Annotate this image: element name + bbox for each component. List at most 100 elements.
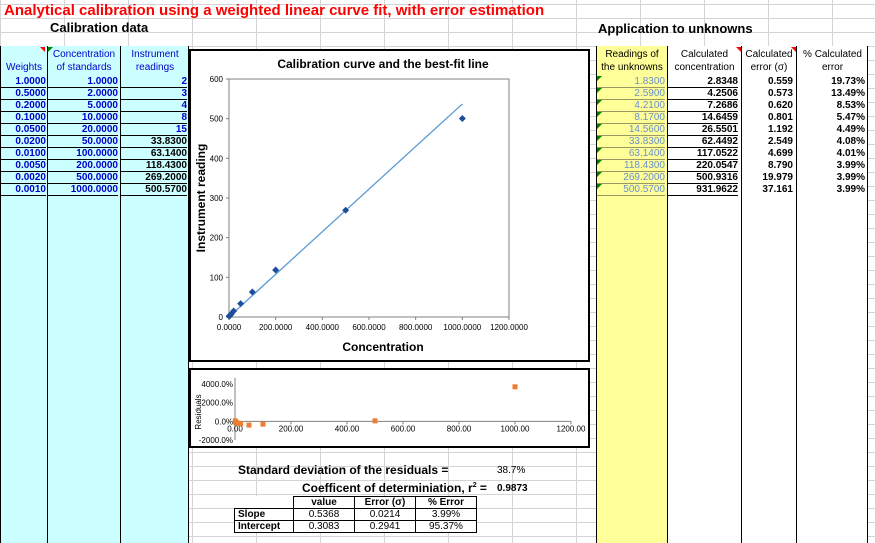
unk-reading-cell[interactable]: 2.5900: [597, 88, 665, 100]
comment-marker: [597, 112, 602, 117]
calc-conc-cell: 220.0547: [668, 160, 738, 172]
cal-weight-cell[interactable]: 0.5000: [1, 88, 46, 100]
res-y-tick-label: 2000.0%: [201, 399, 233, 408]
res-y-tick-label: -2000.0%: [199, 436, 233, 445]
cal-reading-cell[interactable]: 269.2000: [121, 172, 187, 184]
comment-marker: [597, 76, 602, 81]
cal-weight-cell[interactable]: 0.0010: [1, 184, 46, 196]
chart-title: Calibration curve and the best-fit line: [277, 57, 489, 71]
calc-conc-column: [667, 46, 741, 543]
res-x-tick-label: 1000.00: [501, 424, 530, 433]
unk-reading-cell[interactable]: 33.8300: [597, 136, 665, 148]
residuals-chart[interactable]: -2000.0% 0.0% 2000.0% 4000.0% 0.00 200.00 400.…: [189, 368, 590, 448]
residuals-chart-svg: -2000.0% 0.0% 2000.0% 4000.0% 0.00 200.00 400.…: [194, 378, 586, 445]
unk-reading-cell[interactable]: 269.2000: [597, 172, 665, 184]
cal-reading-cell[interactable]: 500.5700: [121, 184, 187, 196]
cal-weight-cell[interactable]: 0.0050: [1, 160, 46, 172]
r2-label: Coefficent of determiniation, r2 =: [302, 481, 487, 495]
y-tick-label: 0: [219, 313, 224, 322]
residual-point: [246, 422, 252, 428]
x-tick-label: 1000.0000: [443, 323, 481, 332]
cal-weight-cell[interactable]: 0.0100: [1, 148, 46, 160]
pct-err-header-line2: error: [821, 62, 844, 73]
unk-reading-cell[interactable]: 500.5700: [597, 184, 665, 196]
pct-err-cell: 4.01%: [836, 148, 865, 159]
unk-reading-cell[interactable]: 8.1700: [597, 112, 665, 124]
unk-reading-cell[interactable]: 63.1400: [597, 148, 665, 160]
res-x-tick-label: 600.00: [391, 424, 416, 433]
unk-reading-cell[interactable]: 118.4300: [597, 160, 665, 172]
cal-reading-cell[interactable]: 3: [121, 88, 187, 100]
cal-reading-cell[interactable]: 2: [121, 76, 187, 88]
unk-reading-cell[interactable]: 1.8300: [597, 76, 665, 88]
comment-marker: [736, 47, 741, 52]
res-y-tick-label: 0.0%: [215, 417, 233, 426]
cal-reading-cell[interactable]: 4: [121, 100, 187, 112]
conc-header-line2: of standards: [56, 62, 112, 73]
fit-row-intercept: Intercept 0.3083 0.2941 95.37%: [234, 520, 477, 533]
calibration-chart[interactable]: Calibration curve and the best-fit line 0…: [189, 49, 590, 362]
calc-err-cell: 37.161: [762, 184, 793, 195]
fit-parameters-table: value Error (σ) % Error Slope 0.5368 0.0…: [234, 496, 477, 533]
intercept-value: 0.3083: [293, 520, 355, 533]
cal-weight-cell[interactable]: 0.0200: [1, 136, 46, 148]
cal-conc-cell[interactable]: 1.0000: [48, 76, 118, 88]
cal-reading-cell[interactable]: 8: [121, 112, 187, 124]
fit-table-header-row: value Error (σ) % Error: [234, 496, 477, 509]
y-axis-title: Instrument reading: [194, 144, 208, 253]
cal-reading-cell[interactable]: 63.1400: [121, 148, 187, 160]
cal-reading-cell[interactable]: 15: [121, 124, 187, 136]
comment-marker: [597, 172, 602, 177]
application-section-title: Application to unknowns: [598, 21, 753, 36]
residual-point: [260, 421, 266, 427]
conc-header-line1: Concentration: [52, 49, 116, 60]
cal-conc-cell[interactable]: 10.0000: [48, 112, 118, 124]
calc-err-cell: 1.192: [767, 124, 793, 135]
x-axis-title: Concentration: [342, 340, 423, 354]
cal-conc-cell[interactable]: 50.0000: [48, 136, 118, 148]
calc-conc-cell: 117.0522: [668, 148, 738, 160]
instr-header-line1: Instrument: [131, 49, 179, 60]
calibration-point: [342, 206, 350, 214]
cal-conc-cell[interactable]: 500.0000: [48, 172, 118, 184]
cal-conc-cell[interactable]: 100.0000: [48, 148, 118, 160]
readings-column[interactable]: [120, 46, 189, 543]
y-tick-label: 100: [210, 273, 224, 282]
fit-row-slope: Slope 0.5368 0.0214 3.99%: [234, 508, 477, 521]
unk-reading-cell[interactable]: 14.5600: [597, 124, 665, 136]
cal-reading-cell[interactable]: 33.8300: [121, 136, 187, 148]
cal-weight-cell[interactable]: 0.2000: [1, 100, 46, 112]
pct-err-header-line1: % Calculated: [803, 49, 862, 60]
x-tick-label: 0.0000: [217, 323, 242, 332]
comment-marker: [597, 160, 602, 165]
residual-point: [512, 384, 518, 390]
unknown-readings-column[interactable]: [596, 46, 667, 543]
x-tick-label: 400.0000: [306, 323, 340, 332]
cal-reading-cell[interactable]: 118.4300: [121, 160, 187, 172]
cal-weight-cell[interactable]: 0.1000: [1, 112, 46, 124]
unk-read-header-line1: Readings of: [605, 49, 659, 60]
weights-column[interactable]: [0, 46, 47, 543]
cal-weight-cell[interactable]: 0.0500: [1, 124, 46, 136]
res-y-axis-title: Residuals: [194, 394, 203, 429]
calibration-chart-svg: Calibration curve and the best-fit line 0…: [194, 57, 528, 354]
fit-header-blank: [234, 496, 294, 509]
fit-header-error: Error (σ): [354, 496, 416, 509]
unk-reading-cell[interactable]: 4.2100: [597, 100, 665, 112]
cal-conc-cell[interactable]: 5.0000: [48, 100, 118, 112]
calc-err-cell: 4.699: [767, 148, 793, 159]
pct-err-cell: 4.08%: [836, 136, 865, 147]
weights-header: Weights: [6, 62, 42, 73]
cal-conc-cell[interactable]: 20.0000: [48, 124, 118, 136]
cal-weight-cell[interactable]: 0.0020: [1, 172, 46, 184]
cal-conc-cell[interactable]: 200.0000: [48, 160, 118, 172]
cal-weight-cell[interactable]: 1.0000: [1, 76, 46, 88]
residual-point: [372, 418, 378, 424]
cal-conc-cell[interactable]: 2.0000: [48, 88, 118, 100]
concentration-column[interactable]: [47, 46, 120, 543]
comment-marker: [597, 136, 602, 141]
y-tick-label: 400: [210, 154, 224, 163]
calc-conc-header-line1: Calculated: [680, 49, 729, 60]
cal-conc-cell[interactable]: 1000.0000: [48, 184, 118, 196]
comment-marker: [597, 148, 602, 153]
